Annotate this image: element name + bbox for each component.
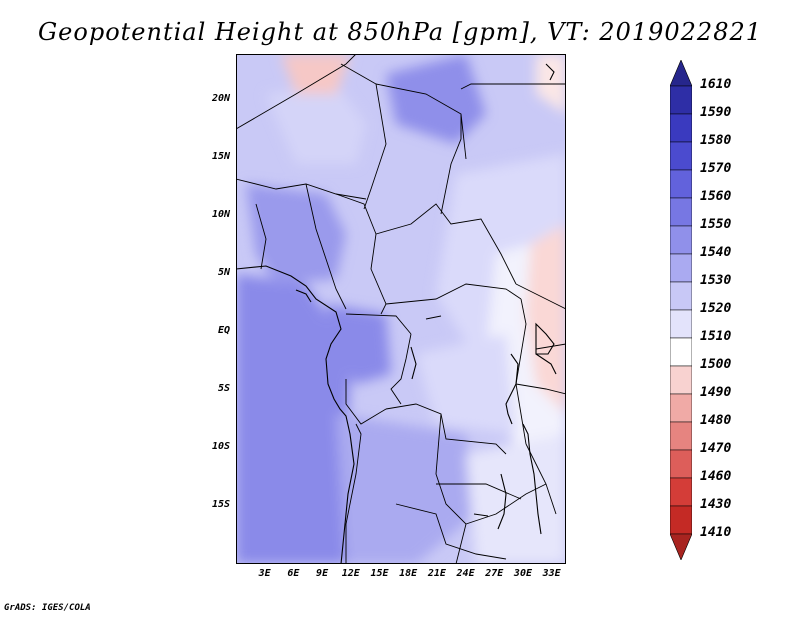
colorbar-level-label: 1510 xyxy=(700,329,732,344)
colorbar-swatch xyxy=(670,85,692,115)
latitude-label: 15N xyxy=(211,151,230,163)
colorbar-swatch xyxy=(670,449,692,479)
colorbar-swatch xyxy=(670,141,692,171)
latitude-label: 10N xyxy=(211,209,230,221)
latitude-label: 5S xyxy=(217,383,230,395)
colorbar-level-label: 1520 xyxy=(700,301,732,316)
longitude-label: 18E xyxy=(399,568,418,579)
credit-text: GrADS: IGES/COLA xyxy=(4,603,91,613)
field-region-lakes-1520 xyxy=(416,334,516,434)
colorbar-level-label: 1570 xyxy=(700,161,732,176)
map-frame xyxy=(236,54,566,564)
colorbar-swatch xyxy=(670,337,692,367)
colorbar-level-label: 1540 xyxy=(700,245,732,260)
colorbar-swatch xyxy=(670,393,692,423)
longitude-label: 15E xyxy=(370,568,389,579)
field-region-east-high-1500 xyxy=(526,224,566,414)
colorbar-level-label: 1460 xyxy=(700,469,732,484)
longitude-label: 24E xyxy=(456,568,475,579)
longitude-label: 30E xyxy=(513,568,532,579)
latitude-label: 15S xyxy=(211,499,230,511)
colorbar-level-label: 1590 xyxy=(700,105,732,120)
longitude-label: 33E xyxy=(542,568,561,579)
colorbar-swatch xyxy=(670,225,692,255)
colorbar-level-label: 1480 xyxy=(700,413,732,428)
colorbar-level-label: 1500 xyxy=(700,357,732,372)
colorbar-swatch xyxy=(670,477,692,507)
longitude-label: 9E xyxy=(316,568,329,579)
colorbar-swatch xyxy=(670,60,692,87)
longitude-label: 12E xyxy=(341,568,360,579)
colorbar-level-label: 1490 xyxy=(700,385,732,400)
colorbar-level-label: 1410 xyxy=(700,525,732,540)
field-region-west-1550 xyxy=(246,184,346,284)
colorbar-swatch xyxy=(670,281,692,311)
colorbar-level-label: 1470 xyxy=(700,441,732,456)
colorbar-swatch xyxy=(670,309,692,339)
colorbar-level-label: 1530 xyxy=(700,273,732,288)
colorbar-swatch xyxy=(670,533,692,560)
latitude-label: 20N xyxy=(211,93,230,105)
colorbar-swatch xyxy=(670,113,692,143)
country-borders xyxy=(236,54,566,564)
colorbar-swatch xyxy=(670,253,692,283)
field-region-gulf-1550 xyxy=(326,304,391,384)
longitude-label: 3E xyxy=(258,568,271,579)
colorbar-level-label: 1550 xyxy=(700,217,732,232)
longitude-label: 21E xyxy=(427,568,446,579)
geopotential-height-map xyxy=(236,54,566,564)
colorbar-swatch xyxy=(670,365,692,395)
longitude-label: 6E xyxy=(287,568,300,579)
colorbar-level-label: 1610 xyxy=(700,77,732,92)
longitude-label: 27E xyxy=(485,568,504,579)
colorbar xyxy=(670,60,692,560)
colorbar-level-label: 1430 xyxy=(700,497,732,512)
colorbar-swatch xyxy=(670,421,692,451)
field-region-south-1540 xyxy=(336,414,476,564)
chart-title: Geopotential Height at 850hPa [gpm], VT:… xyxy=(38,18,762,46)
latitude-label: EQ xyxy=(217,325,230,337)
field-region-nw-1530 xyxy=(266,84,366,164)
colorbar-swatch xyxy=(670,505,692,535)
field-region-north-high-1500 xyxy=(281,54,351,94)
coastlines-and-lakes xyxy=(236,63,557,564)
colorbar-level-label: 1560 xyxy=(700,189,732,204)
colorbar-swatch xyxy=(670,197,692,227)
latitude-label: 10S xyxy=(211,441,230,453)
colorbar-level-label: 1580 xyxy=(700,133,732,148)
latitude-label: 5N xyxy=(217,267,230,279)
field-region-ocean-1550 xyxy=(236,274,356,564)
colorbar-swatch xyxy=(670,169,692,199)
